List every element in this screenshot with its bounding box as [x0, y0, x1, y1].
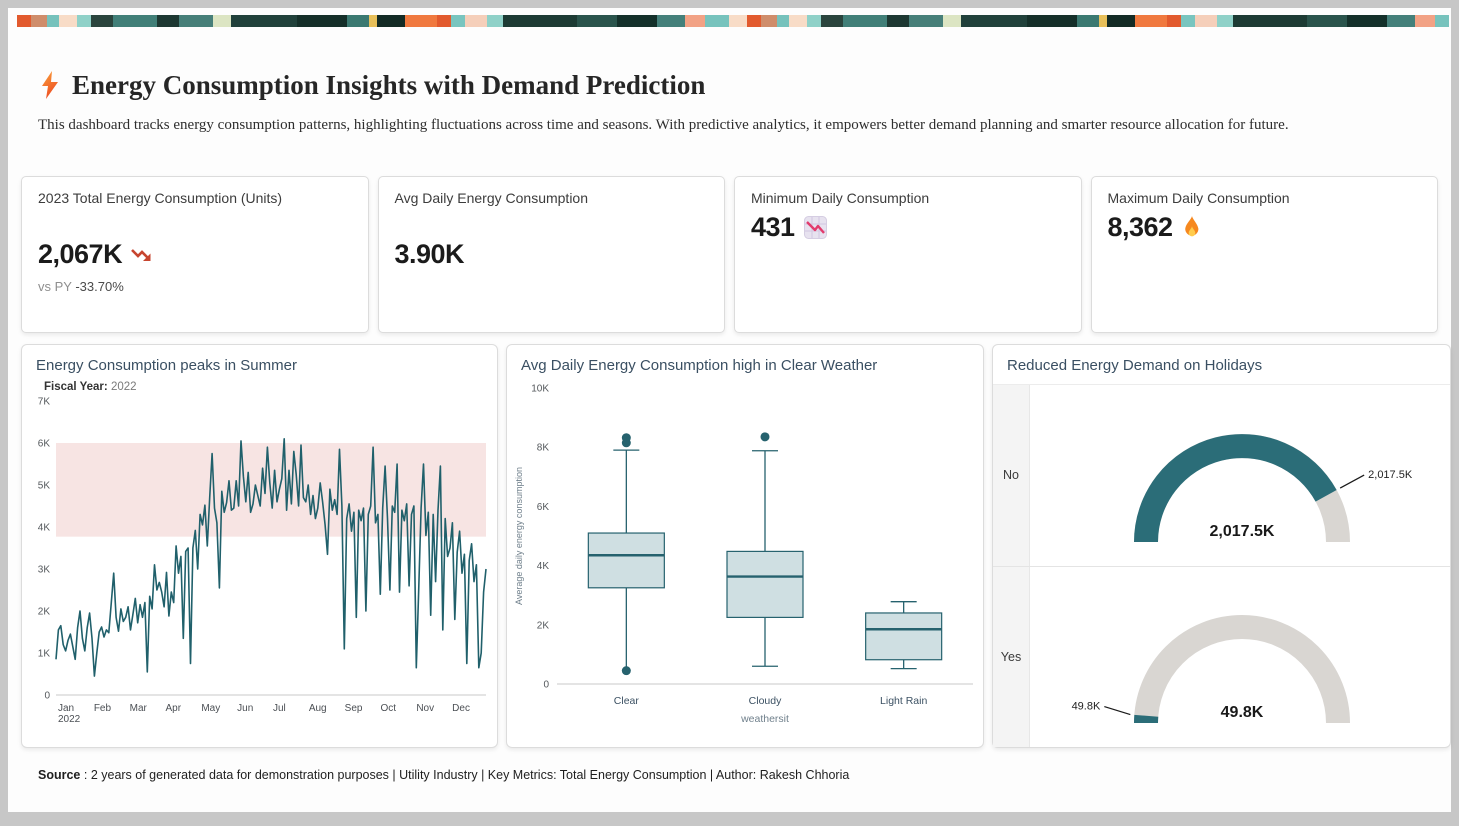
- kpi-title: Maximum Daily Consumption: [1107, 190, 1290, 206]
- charts-row: Energy Consumption peaks in Summer Fisca…: [21, 344, 1451, 748]
- kpi-card-total-consumption[interactable]: 2023 Total Energy Consumption (Units) 2,…: [21, 176, 369, 333]
- filter-label: Fiscal Year:: [44, 381, 108, 393]
- svg-text:Jan: Jan: [58, 703, 74, 714]
- header: Energy Consumption Insights with Demand …: [8, 27, 1451, 134]
- box-chart-title: Avg Daily Energy Consumption high in Cle…: [521, 357, 878, 374]
- svg-text:2022: 2022: [58, 714, 81, 725]
- gauge-row-yes[interactable]: Yes 49.8K 49.8K: [993, 565, 1450, 747]
- kpi-delta: vs PY -33.70%: [38, 279, 352, 294]
- svg-text:3K: 3K: [38, 565, 51, 576]
- svg-text:10K: 10K: [531, 384, 549, 395]
- svg-text:Oct: Oct: [381, 703, 397, 714]
- svg-text:May: May: [201, 703, 220, 714]
- svg-text:4K: 4K: [38, 523, 51, 534]
- line-chart-filter: Fiscal Year: 2022: [22, 374, 497, 393]
- svg-text:5K: 5K: [38, 481, 51, 492]
- kpi-delta-value: -33.70%: [75, 279, 124, 294]
- chart-decreasing-icon: [803, 215, 828, 240]
- svg-text:Dec: Dec: [452, 703, 470, 714]
- svg-text:Cloudy: Cloudy: [749, 695, 782, 707]
- svg-text:Jun: Jun: [237, 703, 253, 714]
- svg-text:0: 0: [44, 691, 50, 702]
- svg-text:8K: 8K: [537, 443, 550, 454]
- kpi-title: Avg Daily Energy Consumption: [394, 190, 589, 206]
- svg-text:6K: 6K: [537, 502, 550, 513]
- kpi-value: 3.90K: [394, 239, 465, 269]
- decorative-banner: [17, 15, 1449, 27]
- svg-text:49.8K: 49.8K: [1072, 701, 1101, 713]
- box-chart-svg[interactable]: Average daily energy consumption 0 2K 4K 6K 8…: [511, 378, 981, 730]
- svg-text:Average daily energy consumpti: Average daily energy consumption: [514, 467, 524, 605]
- svg-text:49.8K: 49.8K: [1221, 704, 1264, 721]
- kpi-value: 2,067K: [38, 239, 123, 269]
- svg-text:Mar: Mar: [130, 703, 148, 714]
- svg-text:Aug: Aug: [309, 703, 327, 714]
- gauge-chart-title: Reduced Energy Demand on Holidays: [1007, 357, 1263, 374]
- page-title-text: Energy Consumption Insights with Demand …: [72, 70, 706, 100]
- gauge-chart-card[interactable]: Reduced Energy Demand on Holidays No 2,0…: [992, 344, 1451, 748]
- kpi-value: 8,362: [1107, 212, 1174, 242]
- filter-value: 2022: [110, 381, 137, 393]
- line-chart-title: Energy Consumption peaks in Summer: [36, 357, 297, 374]
- trend-down-icon: [130, 245, 152, 265]
- gauge-row-no[interactable]: No 2,017.5K 2,017.5K: [993, 385, 1450, 566]
- kpi-title: 2023 Total Energy Consumption (Units): [38, 190, 283, 206]
- page-title: Energy Consumption Insights with Demand …: [38, 67, 1421, 103]
- svg-text:4K: 4K: [537, 561, 550, 572]
- box-chart-card[interactable]: Avg Daily Energy Consumption high in Cle…: [506, 344, 984, 748]
- kpi-title: Minimum Daily Consumption: [751, 190, 930, 206]
- footer-source: Source : 2 years of generated data for d…: [38, 768, 1438, 782]
- dashboard-page: Energy Consumption Insights with Demand …: [8, 8, 1451, 812]
- gauge-body: No 2,017.5K 2,017.5K Yes 49.8K 49.8K: [993, 384, 1450, 747]
- gauge-row-label: No: [993, 385, 1030, 566]
- source-label: Source: [38, 768, 81, 782]
- svg-text:Light Rain: Light Rain: [880, 695, 927, 707]
- kpi-card-avg-daily[interactable]: Avg Daily Energy Consumption 3.90K: [377, 176, 725, 333]
- svg-text:Sep: Sep: [345, 703, 363, 714]
- svg-text:2K: 2K: [537, 620, 550, 631]
- svg-text:Feb: Feb: [94, 703, 112, 714]
- svg-text:2,017.5K: 2,017.5K: [1210, 523, 1275, 540]
- svg-text:2K: 2K: [38, 607, 51, 618]
- svg-text:0: 0: [543, 680, 549, 691]
- kpi-card-max-daily[interactable]: Maximum Daily Consumption 8,362: [1090, 176, 1438, 333]
- svg-text:6K: 6K: [38, 439, 51, 450]
- svg-text:2,017.5K: 2,017.5K: [1368, 469, 1413, 481]
- svg-text:Clear: Clear: [614, 695, 640, 707]
- svg-text:7K: 7K: [38, 397, 51, 408]
- kpi-card-min-daily[interactable]: Minimum Daily Consumption 431: [734, 176, 1082, 333]
- kpi-row: 2023 Total Energy Consumption (Units) 2,…: [21, 176, 1438, 333]
- gauge-row-label: Yes: [993, 566, 1030, 747]
- lightning-bolt-icon: [38, 70, 62, 100]
- svg-text:weathersit: weathersit: [740, 713, 789, 725]
- svg-text:Jul: Jul: [273, 703, 286, 714]
- source-text: : 2 years of generated data for demonstr…: [83, 768, 850, 782]
- svg-text:Nov: Nov: [416, 703, 434, 714]
- gauge-yes-svg[interactable]: 49.8K 49.8K: [1030, 577, 1450, 733]
- svg-text:Apr: Apr: [166, 703, 182, 714]
- kpi-delta-label: vs PY: [38, 279, 72, 294]
- page-description: This dashboard tracks energy consumption…: [38, 117, 1289, 133]
- kpi-value: 431: [751, 212, 795, 242]
- gauge-no-svg[interactable]: 2,017.5K 2,017.5K: [1030, 396, 1450, 552]
- line-chart-card[interactable]: Energy Consumption peaks in Summer Fisca…: [21, 344, 498, 748]
- svg-text:1K: 1K: [38, 649, 51, 660]
- fire-icon: [1181, 215, 1203, 241]
